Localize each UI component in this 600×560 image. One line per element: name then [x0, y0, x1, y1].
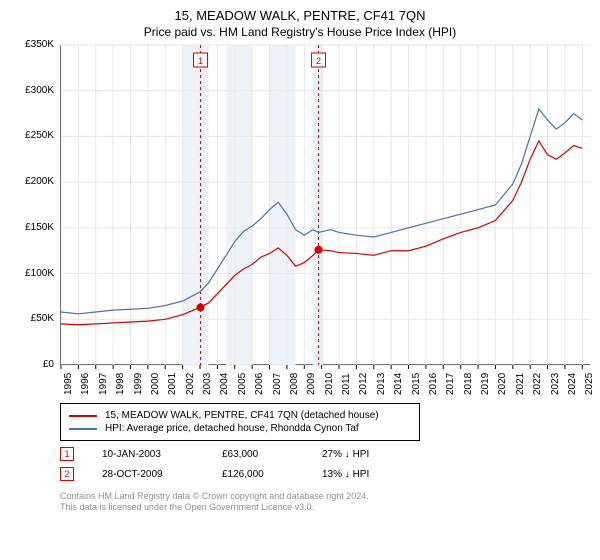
- sale-marker-box: 2: [60, 467, 74, 481]
- sale-diff: 13% ↓ HPI: [322, 469, 422, 480]
- x-tick-label: 2020: [497, 373, 508, 395]
- x-tick-label: 2002: [185, 373, 196, 395]
- x-tick-label: 1999: [133, 373, 144, 395]
- y-tick-label: £100K: [10, 268, 54, 279]
- legend-row-paid: 15, MEADOW WALK, PENTRE, CF41 7QN (detac…: [69, 410, 411, 421]
- x-tick-label: 2009: [306, 373, 317, 395]
- x-tick-label: 2012: [358, 373, 369, 395]
- plot-area: 12: [60, 45, 590, 365]
- x-tick-label: 2010: [324, 373, 335, 395]
- x-tick-label: 2001: [167, 373, 178, 395]
- x-tick-label: 2016: [428, 373, 439, 395]
- x-tick-label: 2013: [376, 373, 387, 395]
- x-tick-label: 2022: [532, 373, 543, 395]
- x-tick-label: 2015: [411, 373, 422, 395]
- y-tick-label: £350K: [10, 39, 54, 50]
- x-tick-label: 2005: [237, 373, 248, 395]
- x-tick-label: 2006: [254, 373, 265, 395]
- x-tick-label: 2008: [289, 373, 300, 395]
- sales-table: 1 10-JAN-2003£63,00027% ↓ HPI 2 28-OCT-2009…: [10, 447, 590, 481]
- x-tick-label: 2023: [550, 373, 561, 395]
- sale-date: 28-OCT-2009: [102, 469, 222, 480]
- legend-line-hpi: [69, 428, 97, 430]
- x-tick-label: 1998: [115, 373, 126, 395]
- y-tick-label: £250K: [10, 130, 54, 141]
- x-tick-label: 2017: [445, 373, 456, 395]
- x-tick-label: 2004: [219, 373, 230, 395]
- sale-price: £126,000: [222, 469, 322, 480]
- y-tick-label: £50K: [10, 313, 54, 324]
- footer-text: Contains HM Land Registry data © Crown c…: [60, 491, 590, 514]
- chart-area: £0£50K£100K£150K£200K£250K£300K£350K 12 …: [10, 45, 590, 395]
- sale-row: 1 10-JAN-2003£63,00027% ↓ HPI: [60, 447, 590, 461]
- legend-line-paid: [69, 415, 97, 417]
- y-tick-label: £0: [10, 359, 54, 370]
- sale-price: £63,000: [222, 449, 322, 460]
- x-tick-label: 1996: [80, 373, 91, 395]
- svg-text:2: 2: [316, 56, 321, 66]
- sale-row: 2 28-OCT-2009£126,00013% ↓ HPI: [60, 467, 590, 481]
- x-tick-label: 2003: [202, 373, 213, 395]
- svg-text:1: 1: [198, 56, 203, 66]
- footer-line-2: This data is licensed under the Open Gov…: [60, 502, 590, 513]
- y-tick-label: £200K: [10, 176, 54, 187]
- x-tick-label: 2021: [515, 373, 526, 395]
- chart-subtitle: Price paid vs. HM Land Registry's House …: [10, 25, 590, 39]
- chart-title: 15, MEADOW WALK, PENTRE, CF41 7QN: [10, 8, 590, 23]
- x-tick-label: 2011: [341, 373, 352, 395]
- x-tick-label: 2018: [463, 373, 474, 395]
- x-tick-label: 2025: [584, 373, 595, 395]
- legend-label-hpi: HPI: Average price, detached house, Rhon…: [105, 423, 359, 434]
- y-axis-labels: £0£50K£100K£150K£200K£250K£300K£350K: [10, 45, 60, 365]
- legend-box: 15, MEADOW WALK, PENTRE, CF41 7QN (detac…: [60, 403, 420, 441]
- x-tick-label: 2007: [272, 373, 283, 395]
- y-tick-label: £300K: [10, 85, 54, 96]
- footer-line-1: Contains HM Land Registry data © Crown c…: [60, 491, 590, 502]
- legend-label-paid: 15, MEADOW WALK, PENTRE, CF41 7QN (detac…: [105, 410, 379, 421]
- x-tick-label: 1997: [98, 373, 109, 395]
- sale-date: 10-JAN-2003: [102, 449, 222, 460]
- x-tick-label: 2000: [150, 373, 161, 395]
- x-tick-label: 1995: [63, 373, 74, 395]
- sale-marker-box: 1: [60, 447, 74, 461]
- sale-diff: 27% ↓ HPI: [322, 449, 422, 460]
- x-tick-label: 2019: [480, 373, 491, 395]
- x-tick-label: 2024: [567, 373, 578, 395]
- legend-row-hpi: HPI: Average price, detached house, Rhon…: [69, 423, 411, 434]
- x-tick-label: 2014: [393, 373, 404, 395]
- chart-container: 15, MEADOW WALK, PENTRE, CF41 7QN Price …: [0, 0, 600, 520]
- y-tick-label: £150K: [10, 222, 54, 233]
